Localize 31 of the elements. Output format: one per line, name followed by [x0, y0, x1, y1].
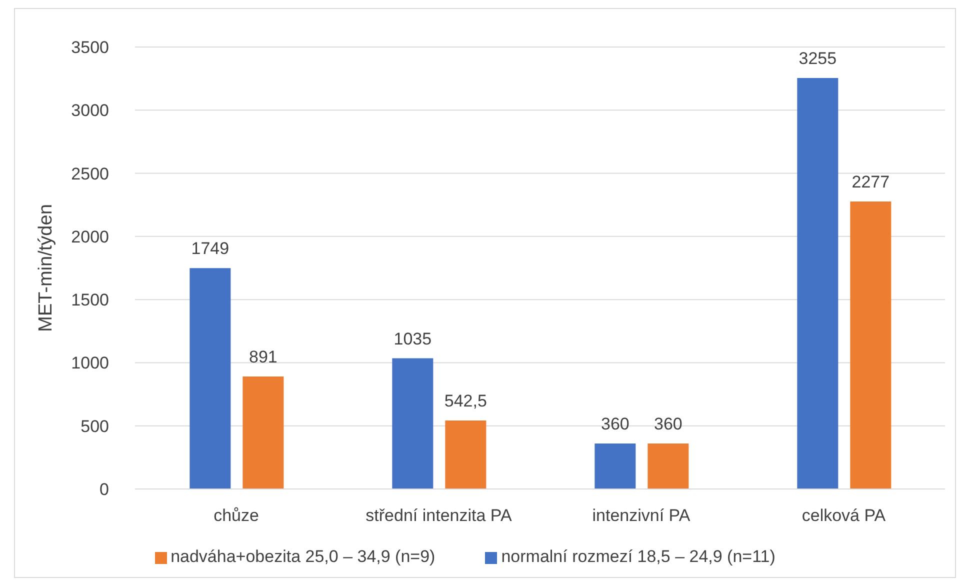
bar: [445, 420, 486, 489]
bar: [797, 78, 838, 489]
y-tick-label: 3000: [71, 101, 109, 120]
legend-label: normalní rozmezí 18,5 – 24,9 (n=11): [501, 547, 776, 566]
y-tick-label: 2000: [71, 227, 109, 246]
y-tick-label: 2500: [71, 164, 109, 184]
data-label: 1035: [394, 329, 432, 348]
data-label: 2277: [852, 172, 890, 192]
bar: [242, 376, 284, 489]
y-axis-title: MET-min/týden: [36, 204, 57, 332]
y-tick-label: 1500: [71, 290, 109, 310]
y-tick-label: 1000: [71, 354, 109, 373]
bar: [392, 358, 434, 489]
data-label: 3255: [798, 48, 837, 68]
x-tick-label: celková PA: [802, 506, 886, 526]
y-tick-label: 0: [100, 480, 109, 500]
y-tick-label: 3500: [71, 38, 109, 58]
bar: [648, 444, 689, 489]
data-label: 542,5: [444, 391, 487, 410]
data-label: 1749: [191, 239, 230, 258]
bar: [850, 201, 892, 489]
bar: [190, 268, 231, 489]
legend-label: nadváha+obezita 25,0 – 34,9 (n=9): [170, 547, 436, 566]
x-tick-label: chůze: [214, 506, 259, 526]
data-label: 360: [600, 414, 630, 434]
data-label: 360: [654, 414, 682, 434]
x-tick-label: intenzivní PA: [592, 506, 691, 526]
data-label: 891: [248, 347, 278, 366]
bar: [594, 444, 636, 489]
y-tick-label: 500: [80, 416, 109, 436]
x-tick-label: střední intenzita PA: [366, 506, 512, 526]
